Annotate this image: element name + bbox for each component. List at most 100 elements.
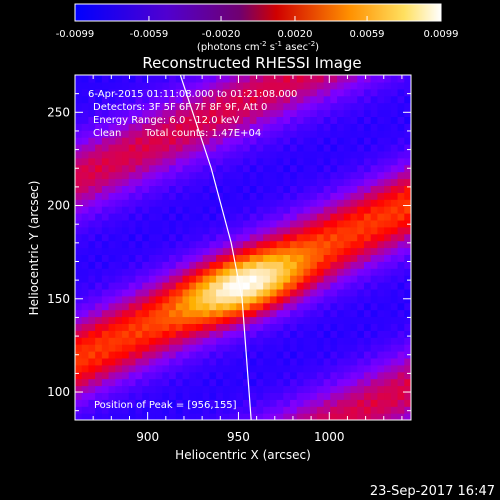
heatmap-cell xyxy=(256,185,264,193)
heatmap-cell xyxy=(276,95,284,104)
heatmap-cell xyxy=(263,282,271,290)
heatmap-cell xyxy=(175,199,184,207)
heatmap-cell xyxy=(263,199,271,207)
heatmap-cell xyxy=(330,247,338,255)
heatmap-cell xyxy=(81,75,90,83)
heatmap-cell xyxy=(142,254,150,262)
heatmap-cell xyxy=(357,102,365,111)
heatmap-cell xyxy=(263,95,271,104)
heatmap-cell xyxy=(169,123,177,131)
heatmap-cell xyxy=(404,385,411,393)
heatmap-cell xyxy=(182,75,190,83)
heatmap-cell xyxy=(276,137,284,145)
heatmap-cell xyxy=(182,213,190,221)
heatmap-cell xyxy=(343,116,352,124)
heatmap-cell xyxy=(384,378,392,387)
heatmap-cell xyxy=(169,371,177,380)
heatmap-cell xyxy=(128,213,137,221)
heatmap-cell xyxy=(316,109,325,117)
heatmap-cell xyxy=(169,378,177,387)
heatmap-cell xyxy=(162,392,170,400)
heatmap-cell xyxy=(162,171,170,180)
heatmap-cell xyxy=(337,275,345,283)
heatmap-cell xyxy=(81,268,90,276)
heatmap-cell xyxy=(101,302,110,311)
heatmap-cell xyxy=(75,109,83,117)
heatmap-cell xyxy=(229,102,237,111)
heatmap-cell xyxy=(148,88,157,97)
heatmap-cell xyxy=(256,109,264,117)
heatmap-cell xyxy=(316,316,325,324)
heatmap-cell xyxy=(256,233,264,242)
heatmap-cell xyxy=(390,102,399,111)
heatmap-cell xyxy=(269,81,278,90)
heatmap-cell xyxy=(236,240,244,249)
heatmap-cell xyxy=(350,219,358,228)
heatmap-cell xyxy=(236,116,244,124)
heatmap-cell xyxy=(269,150,278,159)
heatmap-cell xyxy=(316,399,325,407)
heatmap-cell xyxy=(249,337,258,345)
heatmap-cell xyxy=(249,357,258,366)
heatmap-cell xyxy=(189,144,197,152)
heatmap-cell xyxy=(209,247,217,255)
heatmap-cell xyxy=(148,344,157,352)
heatmap-cell xyxy=(256,199,264,207)
heatmap-cell xyxy=(256,261,264,269)
heatmap-cell xyxy=(337,192,345,200)
heatmap-cell xyxy=(142,268,150,276)
heatmap-cell xyxy=(101,206,110,214)
heatmap-cell xyxy=(108,102,116,111)
heatmap-cell xyxy=(88,116,96,124)
heatmap-cell xyxy=(88,371,96,380)
heatmap-cell xyxy=(142,261,150,269)
heatmap-cell xyxy=(330,130,338,138)
heatmap-cell xyxy=(209,164,217,173)
heatmap-cell xyxy=(390,240,399,249)
heatmap-cell xyxy=(229,282,237,290)
heatmap-cell xyxy=(397,337,405,345)
heatmap-cell xyxy=(370,75,378,76)
heatmap-cell xyxy=(363,213,372,221)
heatmap-cell xyxy=(404,337,411,345)
heatmap-cell xyxy=(363,123,372,131)
heatmap-cell xyxy=(303,150,311,159)
heatmap-cell xyxy=(290,309,298,318)
heatmap-cell xyxy=(330,102,338,111)
heatmap-cell xyxy=(128,330,137,338)
heatmap-cell xyxy=(75,364,83,373)
heatmap-cell xyxy=(182,130,190,138)
heatmap-cell xyxy=(182,309,190,318)
heatmap-cell xyxy=(195,75,204,83)
heatmap-cell xyxy=(323,178,331,186)
heatmap-cell xyxy=(390,150,399,159)
heatmap-cell xyxy=(310,351,318,359)
heatmap-cell xyxy=(182,282,190,290)
heatmap-cell xyxy=(202,302,210,311)
heatmap-cell xyxy=(377,123,385,131)
heatmap-cell xyxy=(189,295,197,304)
heatmap-cell xyxy=(209,116,217,124)
heatmap-cell xyxy=(202,399,210,407)
heatmap-cell xyxy=(404,81,411,90)
heatmap-cell xyxy=(283,164,291,173)
heatmap-cell xyxy=(363,295,372,304)
heatmap-cell xyxy=(303,185,311,193)
heatmap-cell xyxy=(128,137,137,145)
heatmap-cell xyxy=(390,344,399,352)
heatmap-cell xyxy=(269,282,278,290)
heatmap-cell xyxy=(296,406,305,414)
heatmap-cell xyxy=(222,116,231,124)
heatmap-cell xyxy=(243,219,251,228)
heatmap-cell xyxy=(384,75,392,83)
heatmap-cell xyxy=(370,351,378,359)
heatmap-cell xyxy=(263,150,271,159)
heatmap-cell xyxy=(330,344,338,352)
heatmap-cell xyxy=(122,75,130,83)
heatmap-cell xyxy=(169,261,177,269)
heatmap-cell xyxy=(222,378,231,387)
heatmap-cell xyxy=(276,247,284,255)
heatmap-cell xyxy=(370,406,378,414)
heatmap-cell xyxy=(135,247,143,255)
heatmap-cell xyxy=(249,302,258,311)
